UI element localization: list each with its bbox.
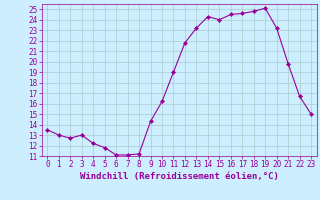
- X-axis label: Windchill (Refroidissement éolien,°C): Windchill (Refroidissement éolien,°C): [80, 172, 279, 181]
